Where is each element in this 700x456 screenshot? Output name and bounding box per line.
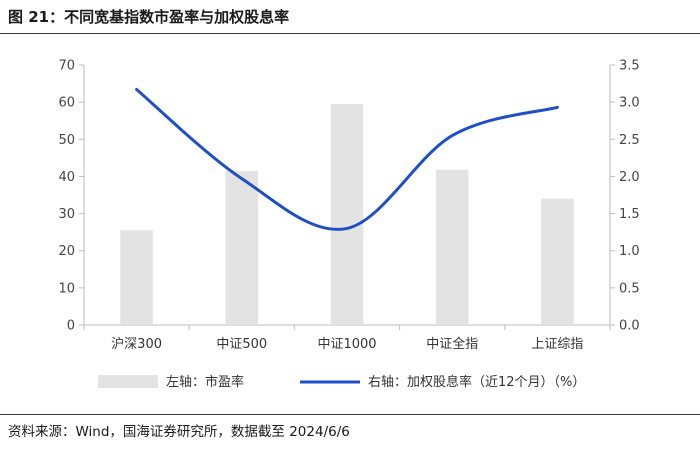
x-axis-category-label: 中证500	[216, 337, 267, 352]
right-axis-tick-label: 3.5	[619, 59, 640, 74]
right-axis-tick-label: 1.0	[619, 244, 640, 259]
x-axis-category-label: 中证全指	[426, 336, 478, 352]
title-divider	[0, 33, 700, 34]
left-axis-tick-label: 70	[58, 59, 75, 74]
source-divider	[0, 414, 700, 415]
right-axis-tick-label: 2.0	[619, 170, 640, 185]
right-axis-tick-label: 1.5	[619, 207, 640, 222]
pe-bar	[435, 169, 469, 325]
legend-bar-label: 左轴：市盈率	[166, 374, 244, 390]
figure-title: 图 21：不同宽基指数市盈率与加权股息率	[8, 8, 290, 26]
pe-bar	[541, 198, 574, 325]
dividend-yield-line	[135, 88, 559, 231]
left-axis-tick-label: 50	[58, 133, 75, 148]
right-axis-tick-label: 3.0	[619, 96, 640, 111]
x-axis-category-label: 沪深300	[111, 336, 162, 352]
pe-bar	[330, 104, 364, 325]
pe-bar	[225, 170, 259, 325]
right-axis-tick-label: 0.5	[619, 281, 640, 296]
x-axis-category-label: 上证综指	[531, 337, 583, 352]
left-axis-tick-label: 40	[58, 170, 75, 185]
legend-bar-swatch	[98, 375, 158, 388]
right-axis-tick-label: 0.0	[619, 319, 640, 334]
right-axis-tick-label: 2.5	[619, 133, 640, 148]
left-axis-tick-label: 20	[58, 244, 75, 259]
left-axis-tick-label: 10	[58, 281, 75, 296]
pe-bar	[120, 230, 153, 325]
legend-line-label: 右轴：加权股息率（近12个月）（%）	[368, 374, 585, 390]
left-axis-tick-label: 60	[58, 96, 75, 111]
x-axis-category-label: 中证1000	[317, 337, 376, 352]
left-axis-tick-label: 0	[67, 319, 75, 334]
source-note: 资料来源：Wind，国海证券研究所，数据截至 2024/6/6	[8, 424, 350, 440]
left-axis-tick-label: 30	[58, 207, 75, 222]
